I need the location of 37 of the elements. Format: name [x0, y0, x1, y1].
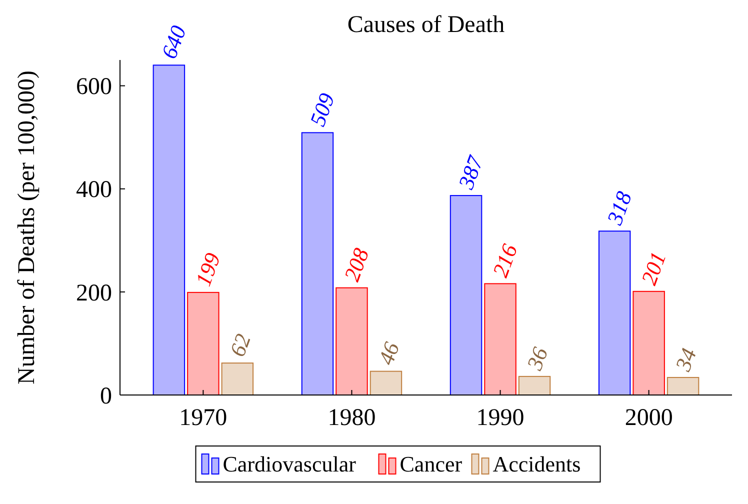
bar [632, 290, 665, 396]
bar [518, 376, 551, 396]
data-label: 216 [487, 240, 522, 280]
y-tick-label: 600 [76, 74, 112, 100]
bar [370, 370, 402, 396]
x-tick-label: 2000 [624, 405, 673, 431]
data-label: 199 [190, 250, 226, 290]
chart-title: Causes of Death [347, 12, 505, 38]
legend-label: Accidents [492, 452, 581, 477]
bar [666, 376, 700, 396]
legend-label: Cancer [400, 452, 463, 477]
bar [152, 64, 186, 396]
data-label: 62 [224, 330, 256, 360]
bar [450, 195, 482, 396]
x-tick-label: 1970 [179, 405, 228, 431]
legend-label: Cardiovascular [222, 452, 357, 477]
data-label: 201 [636, 248, 671, 288]
data-label: 46 [373, 338, 404, 368]
data-label: 208 [338, 244, 374, 285]
y-axis-title: Number of Deaths (per 100,000) [14, 70, 40, 384]
data-label: 640 [156, 22, 191, 62]
y-tick-label: 200 [76, 280, 112, 306]
bar [187, 292, 220, 396]
data-label: 509 [304, 90, 340, 130]
bar [221, 362, 254, 396]
bar [484, 283, 516, 396]
data-label: 36 [521, 344, 553, 374]
bar [336, 287, 368, 396]
data-label: 318 [601, 188, 637, 229]
bar [301, 132, 334, 396]
x-tick-label: 1990 [476, 405, 524, 431]
bar [598, 230, 631, 396]
data-label: 387 [452, 152, 488, 194]
data-label: 34 [670, 344, 702, 376]
y-tick-label: 400 [76, 177, 112, 204]
y-tick-label: 0 [100, 383, 112, 410]
x-tick-label: 1980 [328, 405, 376, 431]
